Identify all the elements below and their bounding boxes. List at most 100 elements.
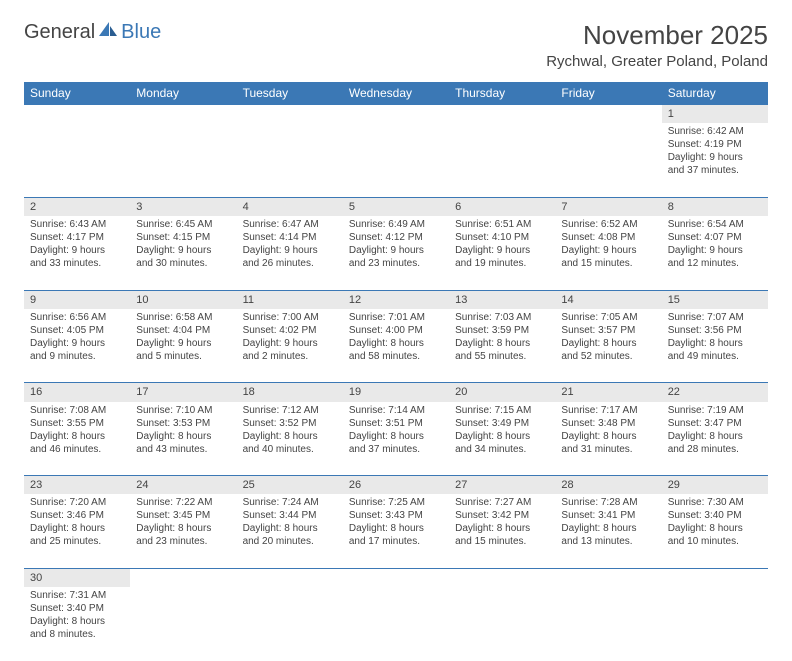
day-content-row: Sunrise: 7:20 AMSunset: 3:46 PMDaylight:… <box>24 494 768 568</box>
day-number-row: 9101112131415 <box>24 290 768 309</box>
day-content-cell <box>130 587 236 661</box>
day-number-cell: 24 <box>130 476 236 495</box>
day-of-week-header: Thursday <box>449 82 555 105</box>
day-content-cell: Sunrise: 7:15 AMSunset: 3:49 PMDaylight:… <box>449 402 555 476</box>
day-content-cell: Sunrise: 7:03 AMSunset: 3:59 PMDaylight:… <box>449 309 555 383</box>
day-number-cell: 6 <box>449 197 555 216</box>
day-number-cell: 10 <box>130 290 236 309</box>
day-number-cell: 22 <box>662 383 768 402</box>
day-number-cell <box>449 568 555 587</box>
day-number-cell: 12 <box>343 290 449 309</box>
logo-text-general: General <box>24 21 95 44</box>
logo: General Blue <box>24 20 161 44</box>
day-content-cell: Sunrise: 7:17 AMSunset: 3:48 PMDaylight:… <box>555 402 661 476</box>
day-content-row: Sunrise: 6:56 AMSunset: 4:05 PMDaylight:… <box>24 309 768 383</box>
logo-text-blue: Blue <box>121 21 161 44</box>
day-number-cell <box>130 568 236 587</box>
day-number-cell <box>130 105 236 124</box>
day-content-cell <box>24 123 130 197</box>
day-number-cell: 3 <box>130 197 236 216</box>
month-title: November 2025 <box>546 20 768 51</box>
day-number-row: 1 <box>24 105 768 124</box>
day-number-cell <box>555 105 661 124</box>
day-of-week-header: Saturday <box>662 82 768 105</box>
day-number-cell: 9 <box>24 290 130 309</box>
header: General Blue November 2025 Rychwal, Grea… <box>24 20 768 70</box>
day-content-cell <box>449 123 555 197</box>
day-content-cell <box>237 123 343 197</box>
day-number-cell: 19 <box>343 383 449 402</box>
day-number-row: 30 <box>24 568 768 587</box>
day-number-cell: 21 <box>555 383 661 402</box>
day-number-row: 2345678 <box>24 197 768 216</box>
day-number-cell <box>662 568 768 587</box>
day-number-cell <box>343 105 449 124</box>
day-content-cell: Sunrise: 6:49 AMSunset: 4:12 PMDaylight:… <box>343 216 449 290</box>
day-content-cell: Sunrise: 7:08 AMSunset: 3:55 PMDaylight:… <box>24 402 130 476</box>
day-content-row: Sunrise: 7:31 AMSunset: 3:40 PMDaylight:… <box>24 587 768 661</box>
day-number-cell: 17 <box>130 383 236 402</box>
day-content-cell: Sunrise: 6:56 AMSunset: 4:05 PMDaylight:… <box>24 309 130 383</box>
day-content-cell: Sunrise: 6:58 AMSunset: 4:04 PMDaylight:… <box>130 309 236 383</box>
sail-icon <box>97 20 119 44</box>
day-content-cell <box>343 587 449 661</box>
day-number-cell: 18 <box>237 383 343 402</box>
day-number-cell: 15 <box>662 290 768 309</box>
day-of-week-row: SundayMondayTuesdayWednesdayThursdayFrid… <box>24 82 768 105</box>
day-number-row: 16171819202122 <box>24 383 768 402</box>
day-number-cell: 8 <box>662 197 768 216</box>
day-number-cell: 16 <box>24 383 130 402</box>
day-number-cell: 1 <box>662 105 768 124</box>
day-of-week-header: Monday <box>130 82 236 105</box>
day-of-week-header: Sunday <box>24 82 130 105</box>
day-number-cell: 25 <box>237 476 343 495</box>
day-content-cell <box>343 123 449 197</box>
day-content-cell: Sunrise: 6:51 AMSunset: 4:10 PMDaylight:… <box>449 216 555 290</box>
calendar-table: SundayMondayTuesdayWednesdayThursdayFrid… <box>24 82 768 661</box>
day-content-cell <box>449 587 555 661</box>
day-of-week-header: Friday <box>555 82 661 105</box>
day-content-cell: Sunrise: 7:20 AMSunset: 3:46 PMDaylight:… <box>24 494 130 568</box>
day-number-cell: 11 <box>237 290 343 309</box>
day-content-cell <box>555 123 661 197</box>
day-content-cell: Sunrise: 7:24 AMSunset: 3:44 PMDaylight:… <box>237 494 343 568</box>
day-content-cell: Sunrise: 6:43 AMSunset: 4:17 PMDaylight:… <box>24 216 130 290</box>
day-content-cell <box>237 587 343 661</box>
day-number-row: 23242526272829 <box>24 476 768 495</box>
day-number-cell <box>237 105 343 124</box>
day-number-cell: 14 <box>555 290 661 309</box>
day-content-cell: Sunrise: 6:42 AMSunset: 4:19 PMDaylight:… <box>662 123 768 197</box>
day-content-cell: Sunrise: 7:27 AMSunset: 3:42 PMDaylight:… <box>449 494 555 568</box>
day-number-cell: 2 <box>24 197 130 216</box>
day-content-cell: Sunrise: 6:47 AMSunset: 4:14 PMDaylight:… <box>237 216 343 290</box>
day-number-cell <box>449 105 555 124</box>
day-content-cell: Sunrise: 7:22 AMSunset: 3:45 PMDaylight:… <box>130 494 236 568</box>
day-number-cell: 5 <box>343 197 449 216</box>
day-number-cell: 13 <box>449 290 555 309</box>
day-content-cell: Sunrise: 7:07 AMSunset: 3:56 PMDaylight:… <box>662 309 768 383</box>
day-number-cell: 26 <box>343 476 449 495</box>
day-number-cell: 30 <box>24 568 130 587</box>
day-content-cell: Sunrise: 7:10 AMSunset: 3:53 PMDaylight:… <box>130 402 236 476</box>
day-content-cell: Sunrise: 7:31 AMSunset: 3:40 PMDaylight:… <box>24 587 130 661</box>
day-content-cell: Sunrise: 7:14 AMSunset: 3:51 PMDaylight:… <box>343 402 449 476</box>
day-number-cell <box>237 568 343 587</box>
day-content-cell: Sunrise: 6:45 AMSunset: 4:15 PMDaylight:… <box>130 216 236 290</box>
day-number-cell: 27 <box>449 476 555 495</box>
day-content-cell: Sunrise: 7:00 AMSunset: 4:02 PMDaylight:… <box>237 309 343 383</box>
day-content-cell: Sunrise: 7:25 AMSunset: 3:43 PMDaylight:… <box>343 494 449 568</box>
day-content-cell: Sunrise: 7:05 AMSunset: 3:57 PMDaylight:… <box>555 309 661 383</box>
title-block: November 2025 Rychwal, Greater Poland, P… <box>546 20 768 70</box>
day-of-week-header: Tuesday <box>237 82 343 105</box>
day-content-row: Sunrise: 6:42 AMSunset: 4:19 PMDaylight:… <box>24 123 768 197</box>
day-number-cell: 7 <box>555 197 661 216</box>
day-content-cell <box>662 587 768 661</box>
day-content-row: Sunrise: 6:43 AMSunset: 4:17 PMDaylight:… <box>24 216 768 290</box>
day-number-cell: 28 <box>555 476 661 495</box>
day-content-row: Sunrise: 7:08 AMSunset: 3:55 PMDaylight:… <box>24 402 768 476</box>
location: Rychwal, Greater Poland, Poland <box>546 53 768 70</box>
day-content-cell: Sunrise: 7:12 AMSunset: 3:52 PMDaylight:… <box>237 402 343 476</box>
day-content-cell <box>555 587 661 661</box>
day-content-cell: Sunrise: 7:01 AMSunset: 4:00 PMDaylight:… <box>343 309 449 383</box>
day-number-cell: 23 <box>24 476 130 495</box>
